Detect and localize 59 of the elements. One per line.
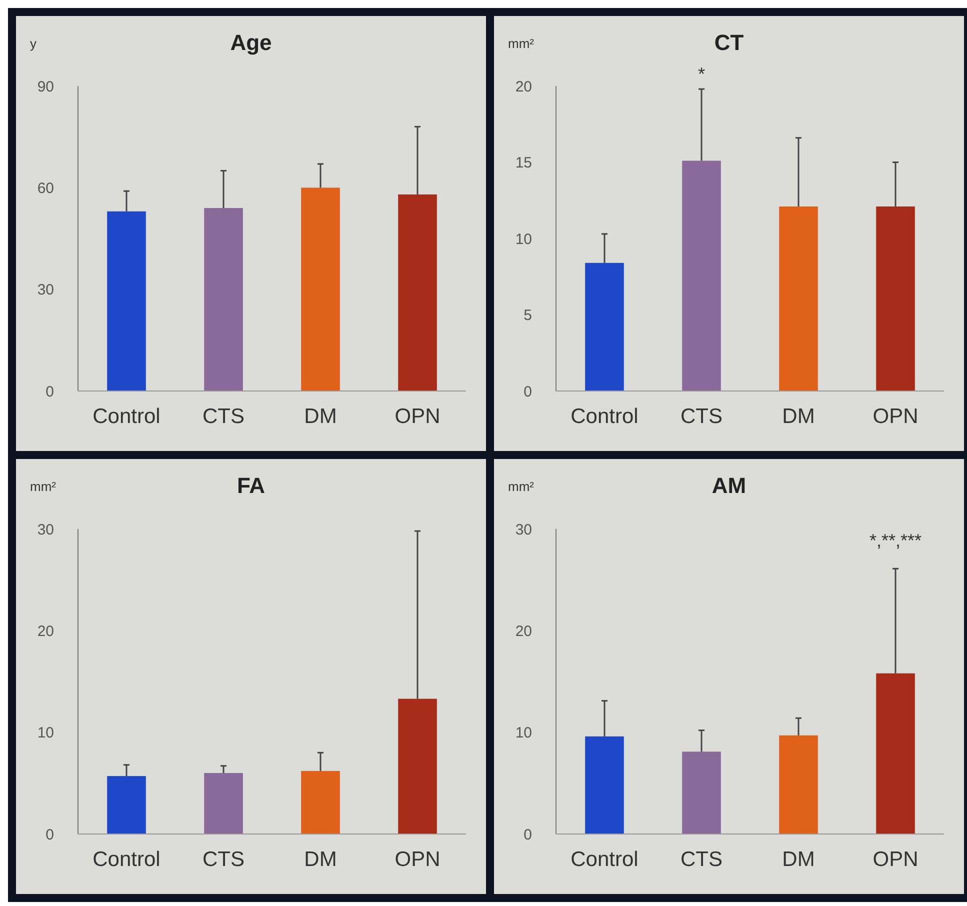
x-tick-label: OPN <box>872 405 918 428</box>
x-tick-label: DM <box>782 405 815 428</box>
x-tick-label: Control <box>570 405 638 428</box>
bar <box>876 206 915 391</box>
x-tick-label: OPN <box>394 848 440 871</box>
x-tick-label: OPN <box>872 848 918 871</box>
x-tick-label: CTS <box>202 405 244 428</box>
bar <box>682 752 721 834</box>
y-tick-label: 0 <box>524 383 532 400</box>
x-tick-label: DM <box>304 848 337 871</box>
y-axis-title: mm² <box>508 36 535 51</box>
x-tick-label: CTS <box>680 405 722 428</box>
y-tick-label: 30 <box>515 521 532 538</box>
x-tick-label: DM <box>304 405 337 428</box>
bar <box>682 160 721 391</box>
chart-title: FA <box>236 473 266 498</box>
y-tick-label: 30 <box>37 282 54 299</box>
bar <box>585 736 624 834</box>
chart-title: CT <box>714 30 744 55</box>
bar <box>107 776 146 834</box>
x-tick-label: DM <box>782 848 815 871</box>
x-tick-label: OPN <box>394 405 440 428</box>
x-tick-label: CTS <box>202 848 244 871</box>
y-tick-label: 0 <box>524 826 532 844</box>
y-tick-label: 15 <box>515 154 532 172</box>
y-axis-title: y <box>30 36 37 51</box>
y-tick-label: 20 <box>37 622 54 640</box>
x-tick-label: Control <box>92 405 160 428</box>
y-tick-label: 60 <box>37 180 54 197</box>
y-tick-label: 5 <box>524 307 532 324</box>
y-tick-label: 30 <box>37 521 54 538</box>
bar <box>585 262 624 391</box>
chart-title: AM <box>712 473 746 498</box>
chart-title: Age <box>230 30 272 55</box>
y-tick-label: 0 <box>46 826 54 844</box>
x-tick-label: Control <box>570 848 638 871</box>
bar <box>204 208 243 391</box>
y-tick-label: 0 <box>46 383 54 400</box>
bar <box>204 773 243 834</box>
x-tick-label: CTS <box>680 848 722 871</box>
y-tick-label: 10 <box>37 724 54 742</box>
y-tick-label: 10 <box>515 724 532 742</box>
annotation: *,**,*** <box>869 530 922 551</box>
bar <box>107 211 146 391</box>
bar <box>398 194 437 391</box>
bar <box>301 770 340 834</box>
y-axis-title: mm² <box>30 479 57 494</box>
bar <box>779 206 818 391</box>
bar <box>398 698 437 834</box>
bar <box>301 188 340 391</box>
y-tick-label: 10 <box>515 230 532 248</box>
y-tick-label: 90 <box>37 78 54 96</box>
text: * <box>698 64 706 84</box>
x-tick-label: Control <box>92 848 160 871</box>
bar <box>779 735 818 834</box>
y-axis-title: mm² <box>508 479 535 494</box>
y-tick-label: 20 <box>515 78 532 96</box>
bar <box>876 673 915 834</box>
y-tick-label: 20 <box>515 622 532 640</box>
